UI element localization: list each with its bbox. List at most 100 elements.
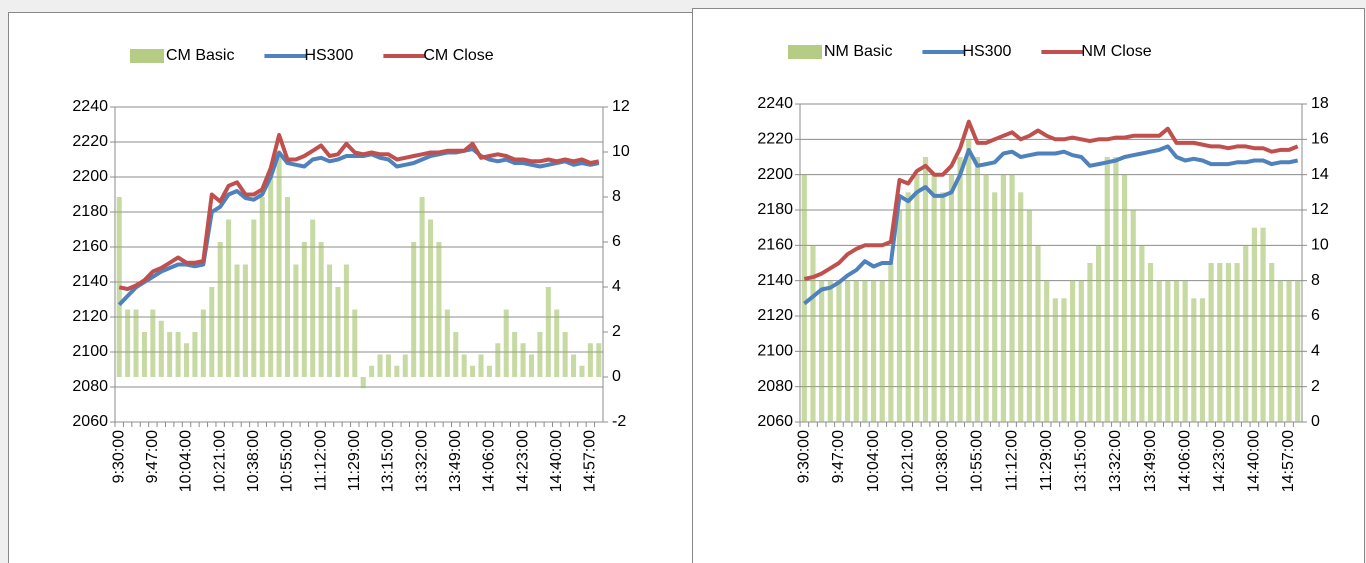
x-tick-label: 14:23:00 — [514, 430, 531, 492]
bar — [571, 354, 577, 377]
bar — [133, 309, 139, 377]
y-tick-label: 2240 — [757, 95, 793, 112]
line-series — [803, 144, 1299, 306]
bar — [1269, 263, 1275, 422]
bar — [343, 264, 349, 377]
bar — [470, 365, 476, 377]
bar — [1087, 263, 1093, 422]
bar — [528, 354, 535, 377]
bar — [486, 365, 492, 377]
y2-tick-label: 18 — [1311, 95, 1329, 112]
y2-tick-label: 4 — [612, 278, 621, 295]
bar — [1286, 280, 1292, 422]
bar — [327, 264, 333, 377]
bar — [503, 309, 509, 377]
bar — [453, 332, 459, 377]
bar — [914, 174, 920, 422]
bar — [1035, 245, 1041, 422]
bar — [251, 219, 257, 377]
x-tick-label: 14:23:00 — [1211, 430, 1228, 492]
bar — [862, 280, 868, 422]
x-tick-label: 10:21:00 — [899, 430, 916, 492]
y-tick-label: 2060 — [757, 413, 793, 430]
bar — [360, 377, 366, 389]
x-tick-label: 11:29:00 — [1038, 430, 1055, 491]
bar — [369, 365, 375, 377]
bar — [922, 157, 929, 422]
y2-tick-label: 14 — [1311, 166, 1329, 183]
bar — [1251, 227, 1257, 422]
y2-tick-label: 2 — [1311, 378, 1320, 395]
x-tick-label: 11:12:00 — [312, 430, 329, 491]
bar — [888, 263, 894, 422]
legend-label: CM Close — [423, 47, 493, 64]
bar — [1000, 174, 1006, 422]
bar — [183, 343, 190, 377]
y2-tick-label: 12 — [612, 98, 630, 115]
bar — [948, 174, 955, 422]
x-tick-label: 9:30:00 — [796, 430, 813, 483]
bar — [1121, 174, 1128, 422]
bar — [495, 343, 501, 377]
line-series — [803, 119, 1299, 281]
x-tick-label: 14:06:00 — [1176, 430, 1193, 492]
bar — [1260, 227, 1266, 422]
bar — [1156, 280, 1162, 422]
bar — [444, 309, 450, 377]
y2-tick-label: 6 — [612, 233, 621, 250]
x-tick-label: 9:30:00 — [110, 430, 127, 483]
bar — [310, 219, 316, 377]
bar — [301, 242, 307, 377]
x-tick-label: 11:12:00 — [1003, 430, 1020, 491]
x-tick-label: 10:55:00 — [279, 430, 296, 492]
bar — [845, 280, 851, 422]
bar — [234, 264, 240, 377]
bar — [394, 365, 400, 377]
y-tick-label: 2220 — [72, 133, 108, 150]
bar — [150, 309, 156, 377]
x-tick-label: 14:40:00 — [1246, 430, 1263, 492]
x-tick-label: 10:38:00 — [934, 430, 951, 492]
legend-swatch — [788, 45, 822, 59]
y-tick-label: 2100 — [757, 343, 793, 360]
bar — [870, 280, 877, 422]
y-tick-label: 2200 — [757, 166, 793, 183]
bar — [175, 332, 181, 377]
y-tick-label: 2160 — [72, 238, 108, 255]
bar — [520, 343, 526, 377]
bar — [209, 287, 215, 377]
bar — [596, 343, 602, 377]
y-tick-label: 2160 — [757, 237, 793, 254]
bar — [579, 365, 585, 377]
bar — [801, 174, 807, 422]
bar — [1277, 280, 1283, 422]
x-tick-label: 9:47:00 — [830, 430, 847, 483]
bar — [853, 280, 859, 422]
x-tick-label: 13:49:00 — [447, 430, 464, 492]
bar — [276, 152, 282, 377]
legend-label: HS300 — [962, 43, 1011, 60]
bar — [554, 309, 560, 377]
bar — [966, 139, 972, 423]
bar — [957, 157, 963, 422]
bar — [1130, 210, 1136, 422]
y-tick-label: 2180 — [72, 203, 108, 220]
y2-tick-label: 0 — [612, 368, 621, 385]
bar — [242, 264, 248, 377]
bar — [1165, 280, 1171, 422]
legend-label: NM Close — [1081, 43, 1151, 60]
x-tick-label: 14:06:00 — [481, 430, 498, 492]
x-tick-label: 13:15:00 — [1073, 430, 1090, 492]
x-tick-label: 13:32:00 — [413, 430, 430, 492]
bar — [352, 309, 358, 377]
bar — [217, 242, 223, 377]
y-tick-label: 2180 — [757, 201, 793, 218]
y2-tick-label: 10 — [1311, 237, 1329, 254]
y-tick-label: 2120 — [757, 307, 793, 324]
x-tick-label: 13:15:00 — [380, 430, 397, 492]
bar — [1147, 263, 1154, 422]
bar — [167, 332, 173, 377]
bar — [318, 242, 324, 377]
bar — [562, 332, 568, 377]
